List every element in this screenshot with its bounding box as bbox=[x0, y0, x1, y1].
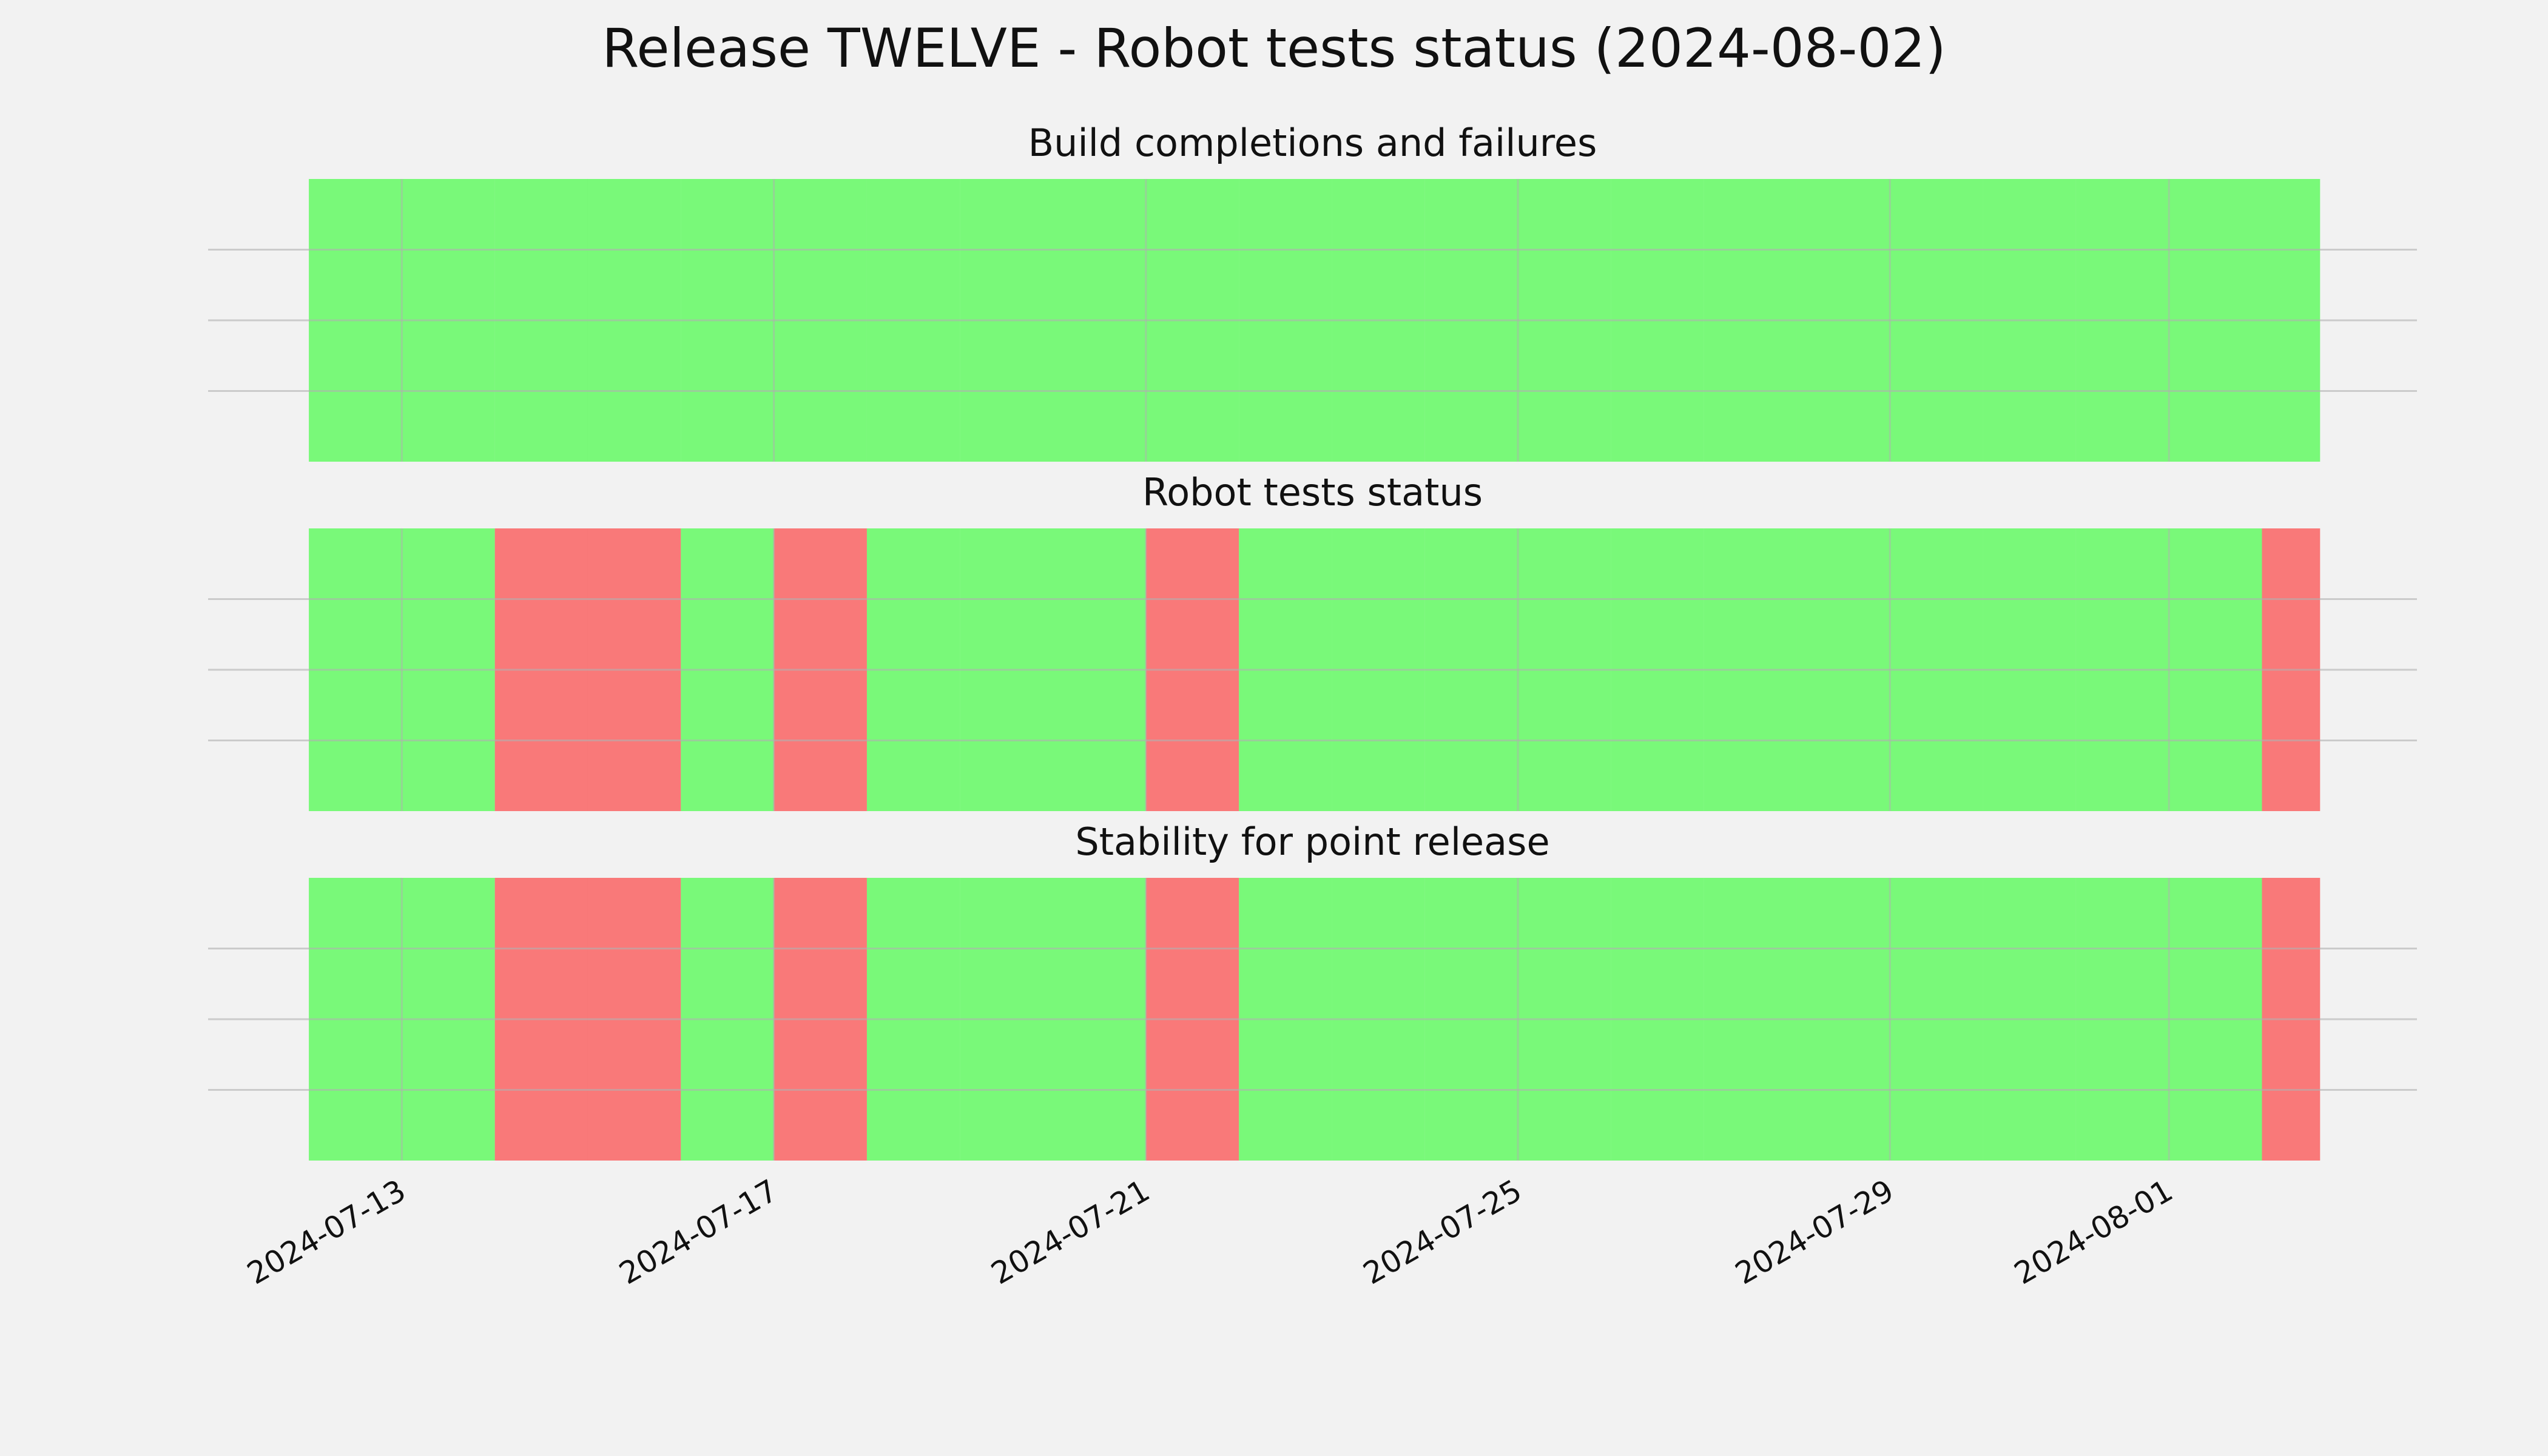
chart-title: Release TWELVE - Robot tests status (202… bbox=[602, 17, 1946, 79]
panel-title: Robot tests status bbox=[1142, 470, 1483, 514]
panel-title: Stability for point release bbox=[1075, 820, 1549, 864]
panel-title: Build completions and failures bbox=[1028, 121, 1597, 165]
